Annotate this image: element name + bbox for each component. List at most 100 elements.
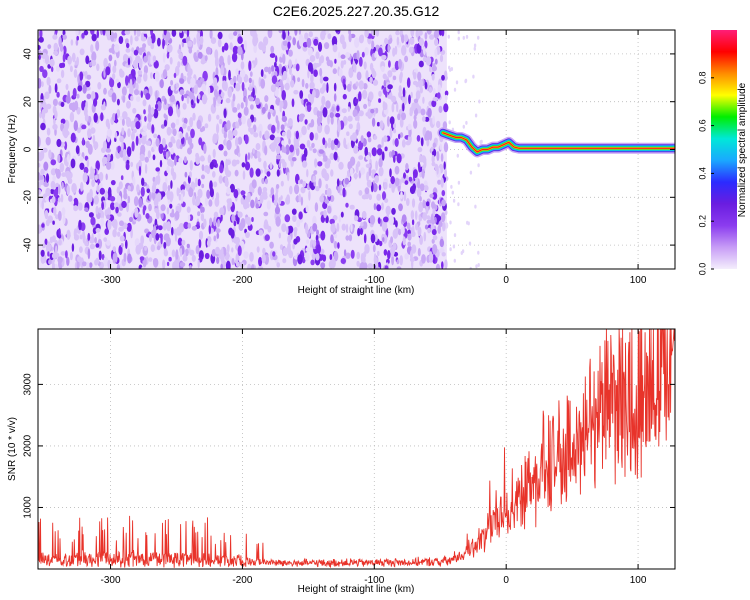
noise-blob (391, 255, 395, 266)
colorbar-tick-label: 0.0 (697, 263, 707, 276)
noise-blob (266, 200, 271, 210)
noise-blob (258, 157, 262, 163)
noise-blob (183, 156, 187, 164)
noise-blob (353, 215, 359, 222)
noise-blob (263, 36, 269, 46)
noise-blob (477, 35, 480, 40)
noise-blob (320, 55, 325, 64)
noise-blob (90, 30, 95, 35)
noise-blob (91, 179, 95, 188)
noise-blob (427, 227, 431, 234)
noise-blob (179, 89, 185, 96)
noise-blob (330, 258, 336, 269)
noise-blob (41, 81, 44, 88)
noise-blob (312, 62, 318, 69)
noise-blob (118, 245, 123, 255)
noise-blob (403, 172, 406, 179)
noise-blob (151, 229, 156, 239)
noise-blob (177, 61, 181, 68)
noise-blob (401, 34, 405, 44)
noise-blob (346, 131, 350, 136)
noise-blob (424, 185, 429, 192)
noise-blob (213, 181, 218, 188)
noise-blob (39, 111, 42, 119)
noise-blob (241, 162, 246, 168)
noise-blob (197, 93, 201, 100)
noise-blob (438, 105, 443, 113)
noise-blob (255, 143, 261, 151)
noise-blob (150, 72, 153, 79)
noise-blob (422, 199, 426, 209)
noise-blob (99, 187, 106, 195)
noise-blob (388, 183, 392, 189)
noise-blob (334, 233, 338, 239)
noise-blob (153, 133, 158, 139)
noise-blob (378, 47, 383, 57)
noise-blob (377, 250, 380, 257)
noise-blob (272, 251, 276, 257)
noise-blob (384, 37, 389, 45)
noise-blob (64, 119, 70, 130)
noise-blob (136, 76, 142, 84)
noise-blob (366, 179, 372, 188)
noise-blob (398, 228, 402, 236)
noise-blob (85, 140, 90, 149)
noise-blob (287, 35, 292, 41)
noise-blob (40, 249, 45, 257)
noise-blob (350, 156, 356, 166)
noise-blob (466, 220, 469, 225)
noise-blob (87, 232, 91, 241)
noise-blob (167, 158, 173, 167)
noise-blob (306, 139, 311, 148)
noise-blob (316, 116, 321, 127)
noise-blob (410, 91, 413, 99)
noise-blob (372, 244, 376, 253)
noise-blob (376, 193, 382, 201)
noise-blob (235, 159, 240, 165)
noise-blob (361, 194, 368, 200)
noise-blob (237, 211, 243, 218)
noise-blob (325, 30, 330, 35)
noise-blob (226, 187, 231, 195)
noise-blob (375, 107, 379, 114)
noise-blob (279, 104, 282, 113)
noise-blob (414, 210, 418, 221)
noise-blob (166, 207, 170, 215)
noise-blob (295, 63, 300, 72)
noise-blob (224, 138, 227, 146)
noise-blob (371, 30, 377, 37)
noise-blob (418, 60, 424, 68)
noise-blob (278, 30, 283, 34)
noise-blob (181, 94, 184, 102)
noise-blob (39, 30, 43, 39)
noise-blob (60, 251, 66, 256)
noise-blob (221, 80, 227, 91)
noise-blob (146, 188, 151, 194)
noise-blob (298, 30, 302, 35)
noise-blob (66, 229, 71, 240)
noise-blob (98, 250, 102, 261)
noise-blob (245, 153, 248, 164)
noise-blob (431, 100, 437, 108)
noise-blob (44, 238, 48, 246)
noise-blob (87, 115, 92, 123)
noise-blob (293, 238, 298, 245)
noise-blob (298, 193, 302, 203)
noise-blob (369, 62, 374, 71)
noise-blob (413, 119, 418, 129)
noise-blob (82, 230, 85, 238)
noise-blob (353, 173, 358, 179)
noise-blob (421, 168, 425, 179)
noise-blob (334, 138, 339, 146)
noise-blob (444, 209, 448, 216)
noise-blob (245, 202, 250, 209)
noise-blob (383, 249, 388, 256)
noise-blob (226, 251, 230, 260)
noise-blob (187, 214, 191, 221)
noise-blob (389, 116, 395, 125)
noise-blob (391, 102, 395, 113)
noise-blob (354, 115, 358, 121)
noise-blob (104, 30, 110, 37)
noise-blob (331, 36, 338, 47)
noise-blob (64, 141, 68, 151)
